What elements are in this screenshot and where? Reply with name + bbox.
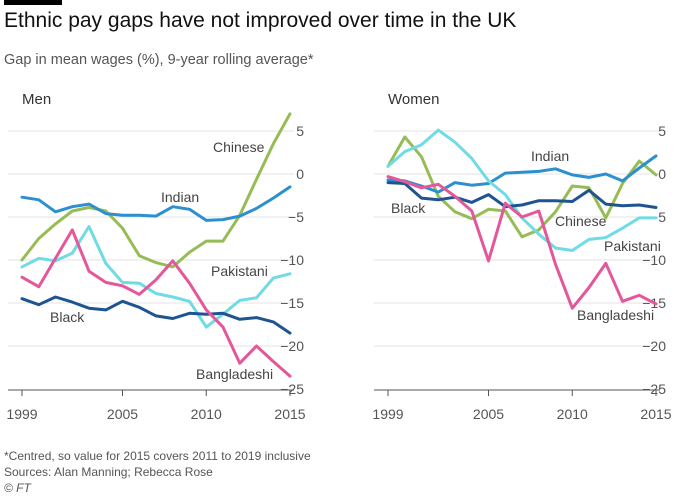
women-line-black [386, 181, 658, 209]
men-label-bangladeshi: Bangladeshi [196, 366, 273, 382]
sources: Sources: Alan Manning; Rebecca Rose [4, 465, 213, 479]
women-line-pakistani [386, 128, 658, 252]
men-y-tick-label: 5 [296, 123, 304, 139]
men-y-tick-label: −25 [280, 381, 304, 397]
men-y-tick-label: −10 [280, 252, 304, 268]
men-label-pakistani: Pakistani [211, 263, 268, 279]
women-label-pakistani: Pakistani [604, 238, 661, 254]
men-label-chinese: Chinese [213, 139, 265, 155]
women-x-tick-label: 2015 [640, 406, 671, 422]
women-x-tick-label: 2010 [557, 406, 588, 422]
men-line-indian [20, 185, 292, 222]
women-y-tick-label: −25 [642, 381, 666, 397]
women-y-tick-label: −10 [642, 252, 666, 268]
men-panel-title: Men [22, 91, 51, 108]
women-y-tick-label: 5 [658, 123, 666, 139]
women-label-bangladeshi: Bangladeshi [577, 307, 654, 323]
men-line-chinese [20, 112, 292, 269]
brand-bar [4, 0, 62, 5]
women-line-bangladeshi [386, 175, 658, 310]
women-y-tick-label: −20 [642, 338, 666, 354]
women-label-black: Black [391, 200, 426, 216]
women-y-tick-label: −5 [650, 209, 666, 225]
men-line-black [20, 295, 292, 335]
men-y-tick-label: 0 [296, 166, 304, 182]
men-label-black: Black [50, 309, 85, 325]
women-y-tick-label: 0 [658, 166, 666, 182]
men-x-tick-label: 2005 [107, 406, 138, 422]
women-panel-title: Women [388, 91, 439, 108]
men-x-tick-label: 1999 [6, 406, 37, 422]
chart-title: Ethnic pay gaps have not improved over t… [4, 9, 517, 32]
men-x-tick-label: 2015 [274, 406, 305, 422]
men-label-indian: Indian [161, 189, 199, 205]
women-label-indian: Indian [531, 148, 569, 164]
men-line-bangladeshi [20, 228, 292, 378]
men-x-tick-label: 2010 [191, 406, 222, 422]
women-x-tick-label: 1999 [372, 406, 403, 422]
men-y-tick-label: −15 [280, 295, 304, 311]
women-label-chinese: Chinese [555, 213, 607, 229]
credit: © FT [4, 481, 31, 495]
men-y-tick-label: −5 [288, 209, 304, 225]
women-line-indian [386, 154, 658, 194]
women-line-chinese [386, 135, 658, 239]
chart-subtitle: Gap in mean wages (%), 9-year rolling av… [4, 52, 314, 68]
footnote: *Centred, so value for 2015 covers 2011 … [4, 449, 311, 463]
men-y-tick-label: −20 [280, 338, 304, 354]
women-x-tick-label: 2005 [473, 406, 504, 422]
men-line-pakistani [20, 225, 292, 329]
